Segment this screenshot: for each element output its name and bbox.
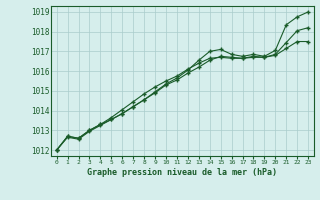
X-axis label: Graphe pression niveau de la mer (hPa): Graphe pression niveau de la mer (hPa) <box>87 168 277 177</box>
